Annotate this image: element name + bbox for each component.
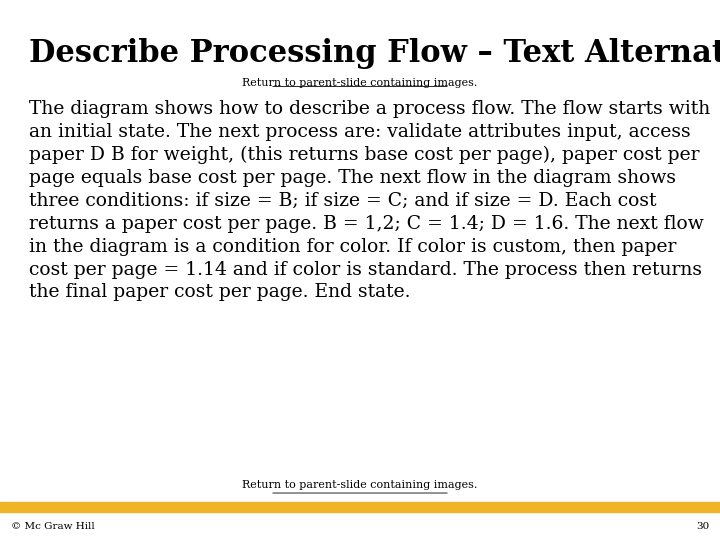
- Text: Return to parent-slide containing images.: Return to parent-slide containing images…: [243, 78, 477, 89]
- Text: Describe Processing Flow – Text Alternative: Describe Processing Flow – Text Alternat…: [29, 38, 720, 69]
- Text: The diagram shows how to describe a process flow. The flow starts with an initia: The diagram shows how to describe a proc…: [29, 100, 710, 301]
- Text: 30: 30: [696, 522, 709, 531]
- Bar: [0, 502, 720, 512]
- Text: © Mc Graw Hill: © Mc Graw Hill: [11, 522, 94, 531]
- Text: Return to parent-slide containing images.: Return to parent-slide containing images…: [243, 480, 477, 490]
